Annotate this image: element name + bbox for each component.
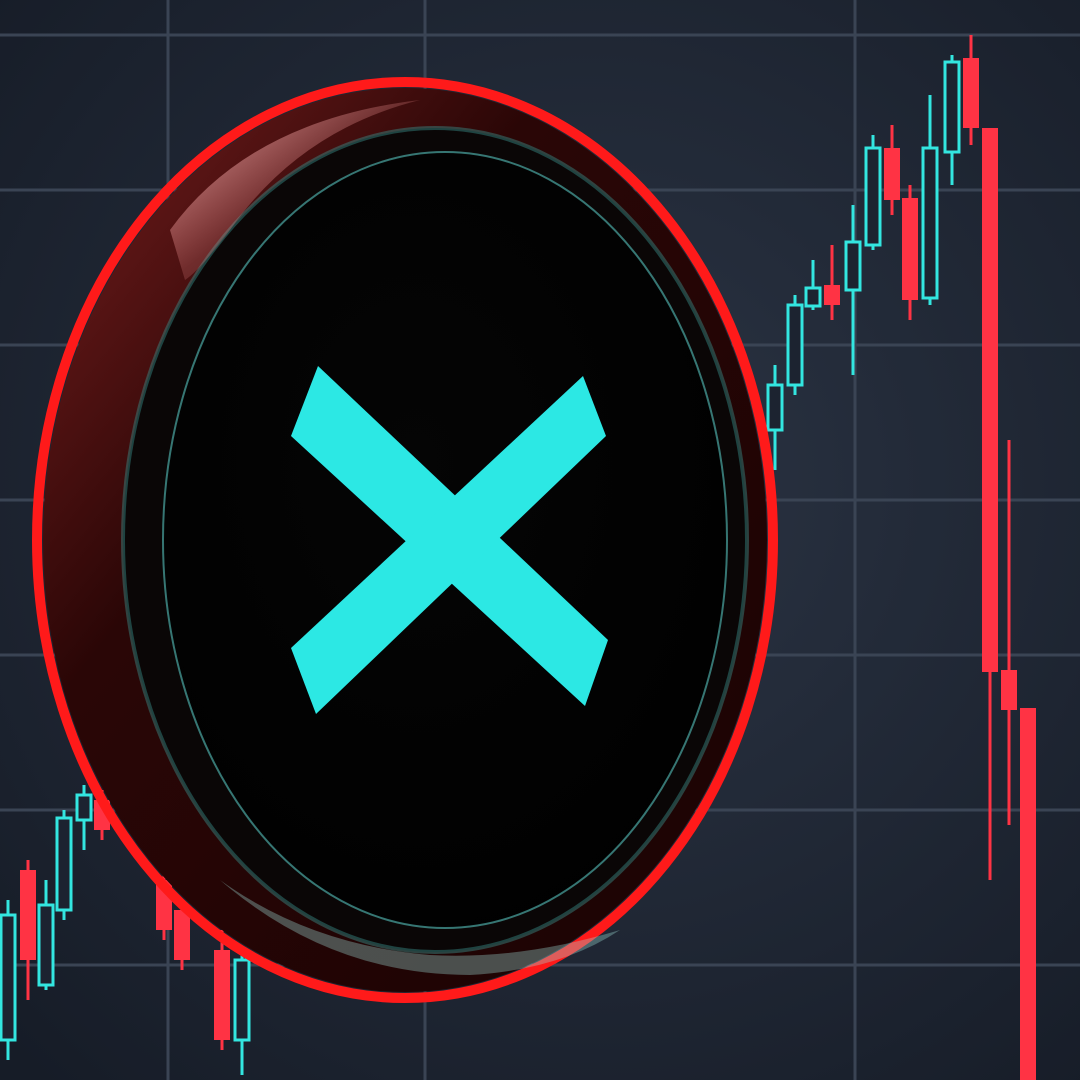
candle-body-bear	[1020, 708, 1036, 1080]
candle-body-bear	[884, 148, 900, 200]
candle-body-bull	[844, 240, 862, 292]
coin-highlight	[170, 100, 420, 280]
candle-body-bull	[233, 958, 251, 1042]
candle-body-bull	[75, 793, 93, 822]
candle-body-bull	[766, 383, 784, 432]
candle-body-bear	[1001, 670, 1017, 710]
candle-body-bull	[804, 286, 822, 308]
coin-rim-reflection	[220, 880, 620, 975]
candle-body-bear	[214, 950, 230, 1040]
candle-body-bull	[37, 903, 55, 987]
candle-body-bear	[902, 198, 918, 300]
crypto-coin	[32, 77, 778, 1003]
candle-body-bear	[824, 285, 840, 305]
candle-body-bull	[55, 816, 73, 912]
x-cross-icon	[291, 366, 608, 714]
candle-body-bull	[786, 303, 804, 387]
candle-body-bull	[864, 146, 882, 247]
candlestick-series	[0, 35, 1036, 1080]
candle-body-bear	[174, 910, 190, 960]
coin-outline	[32, 77, 778, 1003]
candle-body-bull	[943, 60, 961, 154]
candle-body-bull	[921, 146, 939, 300]
candle-body-bear	[963, 58, 979, 128]
candle-body-bear	[982, 128, 998, 672]
candle-body-bear	[20, 870, 36, 960]
candle-body-bull	[0, 913, 17, 1042]
